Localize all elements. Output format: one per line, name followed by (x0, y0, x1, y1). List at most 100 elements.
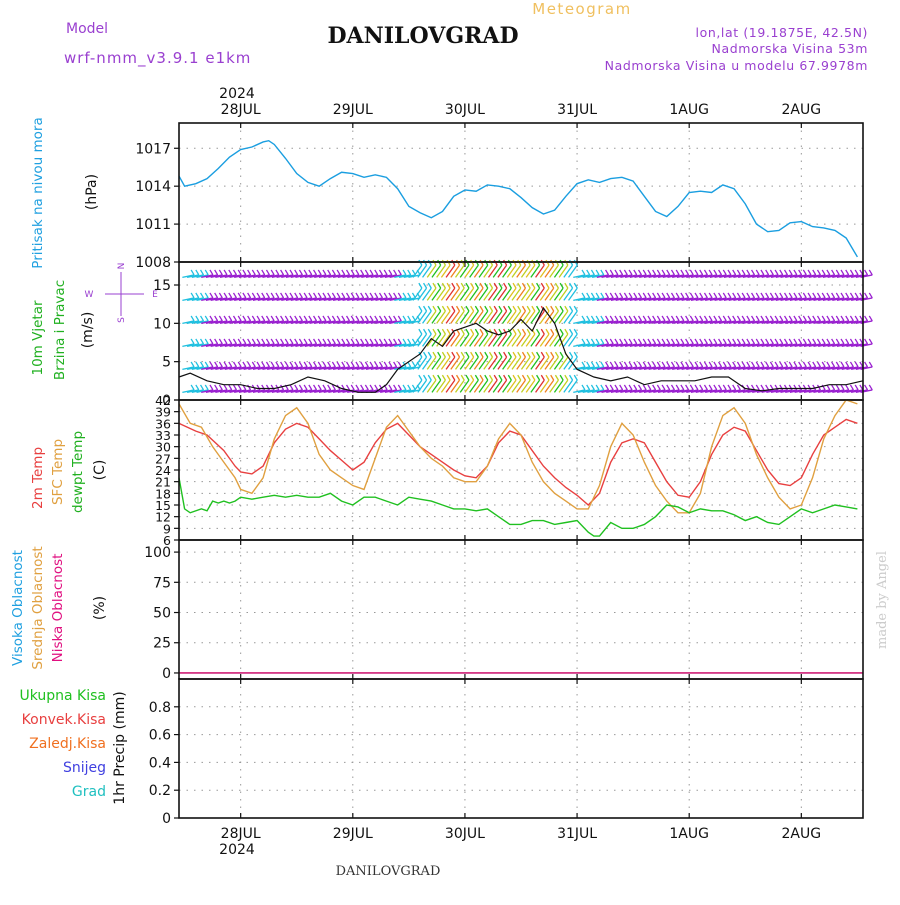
wind-barb-flag (280, 338, 285, 345)
wind-barb-flag (647, 269, 652, 276)
wind-barb (549, 264, 559, 278)
wind-barb-flag (807, 269, 812, 276)
wind-barb-flag (232, 292, 238, 299)
temp-unit: (C) (92, 460, 108, 481)
wind-barb (855, 343, 868, 347)
wind-barb (351, 274, 364, 278)
wind-barb (252, 320, 265, 324)
wind-barb (582, 320, 595, 324)
wind-barb (497, 356, 508, 370)
wind-barb (356, 366, 369, 370)
wind-barb (314, 274, 327, 278)
wind-barb (365, 343, 378, 347)
wind-barb-flag (536, 351, 541, 358)
wind-barb (398, 343, 411, 347)
wind-barb (469, 287, 479, 301)
wind-barb (606, 389, 619, 393)
wind-barb (733, 320, 746, 324)
wind-barb-flag (666, 361, 671, 368)
wind-barb (309, 320, 322, 324)
pressure-label: Pritisak na nivou mora (30, 117, 46, 268)
wind-barb-flag (521, 328, 527, 335)
wind-barb (643, 343, 656, 347)
wind-barb-flag (350, 384, 355, 391)
wind-barb-flag (488, 305, 494, 312)
wind-barb-flag (550, 305, 555, 312)
wind-barb-flag (633, 338, 638, 345)
wind-barb (657, 320, 670, 324)
wind-barb-flag (195, 384, 200, 391)
wind-barb-flag (521, 305, 527, 312)
wind-barb-flag (446, 328, 451, 335)
wind-unit: (m/s) (80, 312, 96, 349)
wind-barb-flag (474, 282, 479, 289)
wind-barb (426, 264, 437, 278)
wind-barb-flag (760, 315, 765, 322)
wind-barb-flag (294, 269, 299, 276)
wind-barb (686, 297, 699, 301)
wind-barb-flag (531, 374, 536, 381)
wind-barb-flag (812, 361, 817, 368)
wind-barb (686, 320, 699, 324)
wind-barb (733, 274, 746, 278)
wind-barb (215, 366, 228, 370)
wind-barb (238, 320, 251, 324)
wind-barb (516, 310, 526, 324)
temp-dew-label: dewpt Temp (70, 431, 86, 513)
wind-barb (196, 297, 209, 301)
wind-barb-flag (289, 361, 294, 368)
wind-barb-flag (637, 384, 643, 391)
wind-barb (361, 297, 374, 301)
wind-barb (808, 366, 821, 370)
wind-barb-flag (284, 269, 289, 276)
wind-barb (459, 310, 470, 324)
wind-barb-flag (835, 384, 840, 391)
wind-barb (314, 320, 327, 324)
wind-barb-flag (573, 282, 578, 289)
wind-barb (818, 274, 831, 278)
wind-barb (794, 297, 807, 301)
y-tick-label: 1011 (135, 217, 171, 233)
wind-barb-flag (374, 338, 379, 345)
wind-barb (544, 264, 555, 278)
wind-barb-flag (569, 305, 574, 312)
wind-barb (267, 274, 280, 278)
wind-barb (262, 343, 275, 347)
wind-barb-flag (204, 384, 209, 391)
wind-barb (182, 389, 195, 393)
wind-barb-flag (402, 292, 407, 299)
wind-barb-flag (423, 351, 428, 358)
wind-barb (775, 320, 788, 324)
wind-barb (295, 320, 308, 324)
wind-barb (719, 320, 732, 324)
wind-barb-flag (708, 361, 713, 368)
wind-barb (841, 274, 854, 278)
wind-barb-flag (507, 328, 512, 335)
wind-barb (445, 310, 456, 324)
wind-barb (742, 366, 755, 370)
temp-sfc-label: SFC Temp (50, 439, 66, 505)
wind-barb (568, 264, 578, 278)
wind-barb-flag (360, 269, 365, 276)
wind-barb-flag (441, 328, 446, 335)
wind-barb (267, 389, 280, 393)
wind-barb (229, 274, 242, 278)
wind-barb (370, 320, 383, 324)
wind-barb (186, 343, 199, 347)
wind-barb (648, 343, 661, 347)
wind-barb (704, 274, 718, 278)
wind-barb-flag (559, 351, 564, 358)
wind-barb (238, 343, 251, 347)
wind-barb (535, 333, 545, 347)
wind-barb-flag (204, 338, 209, 345)
wind-barb (690, 274, 703, 278)
wind-barb (459, 356, 470, 370)
wind-barb (610, 320, 623, 324)
wind-barb (389, 320, 402, 324)
wind-barb (417, 310, 428, 324)
wind-barb-flag (209, 292, 214, 299)
wind-barb (657, 274, 670, 278)
wind-barb-flag (488, 351, 494, 358)
wind-barb-flag (849, 338, 855, 345)
wind-barb (229, 366, 242, 370)
